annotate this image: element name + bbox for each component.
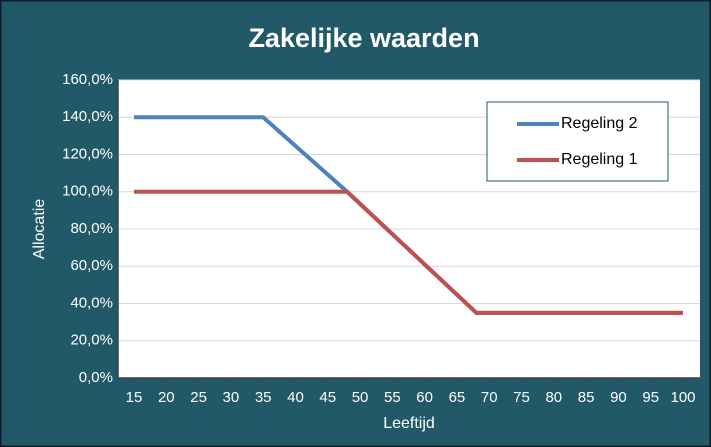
legend-label: Regeling 2 [561,115,638,132]
x-tick-label: 85 [578,389,595,406]
x-tick-label: 45 [319,389,336,406]
legend-box [486,101,669,182]
x-tick-label: 80 [545,389,562,406]
x-tick-label: 25 [190,389,207,406]
y-tick-label: 100,0% [62,183,113,200]
y-tick-label: 140,0% [62,108,113,125]
x-tick-label: 50 [352,389,369,406]
x-tick-label: 95 [642,389,659,406]
y-tick-label: 80,0% [70,220,113,237]
x-tick-label: 15 [126,389,143,406]
series-line [134,189,683,315]
y-axis-title: Allocatie [31,199,48,260]
y-tick-label: 60,0% [70,257,113,274]
x-tick-label: 90 [610,389,627,406]
y-tick-label: 20,0% [70,332,113,349]
chart-title: Zakelijke waarden [248,23,479,53]
x-tick-label: 40 [287,389,304,406]
x-tick-label: 75 [513,389,530,406]
x-tick-label: 20 [158,389,175,406]
y-tick-label: 40,0% [70,294,113,311]
x-tick-label: 30 [223,389,240,406]
x-tick-label: 35 [255,389,272,406]
y-tick-label: 120,0% [62,145,113,162]
x-tick-label: 55 [384,389,401,406]
x-tick-label: 100 [670,389,695,406]
legend-label: Regeling 1 [561,151,638,168]
x-tick-label: 60 [416,389,433,406]
y-tick-label: 160,0% [62,71,113,88]
x-tick-label: 70 [481,389,498,406]
x-axis-title: Leeftijd [383,415,435,432]
x-tick-label: 65 [449,389,466,406]
y-tick-label: 0,0% [79,369,113,386]
